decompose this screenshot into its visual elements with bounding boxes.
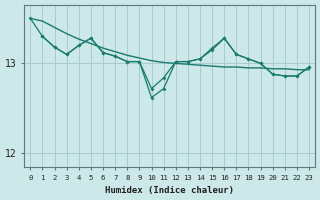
- X-axis label: Humidex (Indice chaleur): Humidex (Indice chaleur): [105, 186, 234, 195]
